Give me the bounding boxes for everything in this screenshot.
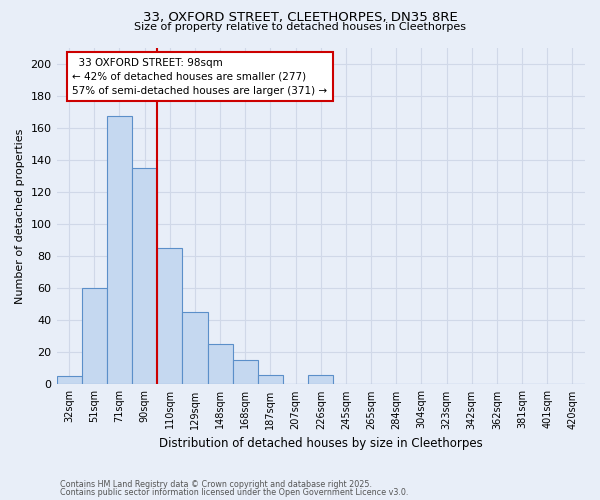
Bar xyxy=(208,344,233,385)
Bar xyxy=(233,360,258,384)
Bar xyxy=(157,248,182,384)
Text: Contains HM Land Registry data © Crown copyright and database right 2025.: Contains HM Land Registry data © Crown c… xyxy=(60,480,372,489)
Bar xyxy=(308,375,334,384)
Bar xyxy=(56,376,82,384)
Bar xyxy=(107,116,132,384)
Text: Size of property relative to detached houses in Cleethorpes: Size of property relative to detached ho… xyxy=(134,22,466,32)
Text: Contains public sector information licensed under the Open Government Licence v3: Contains public sector information licen… xyxy=(60,488,409,497)
Bar xyxy=(132,168,157,384)
Y-axis label: Number of detached properties: Number of detached properties xyxy=(15,128,25,304)
X-axis label: Distribution of detached houses by size in Cleethorpes: Distribution of detached houses by size … xyxy=(159,437,482,450)
Bar xyxy=(182,312,208,384)
Text: 33, OXFORD STREET, CLEETHORPES, DN35 8RE: 33, OXFORD STREET, CLEETHORPES, DN35 8RE xyxy=(143,12,457,24)
Bar xyxy=(258,375,283,384)
Bar xyxy=(82,288,107,384)
Text: 33 OXFORD STREET: 98sqm
← 42% of detached houses are smaller (277)
57% of semi-d: 33 OXFORD STREET: 98sqm ← 42% of detache… xyxy=(73,58,328,96)
